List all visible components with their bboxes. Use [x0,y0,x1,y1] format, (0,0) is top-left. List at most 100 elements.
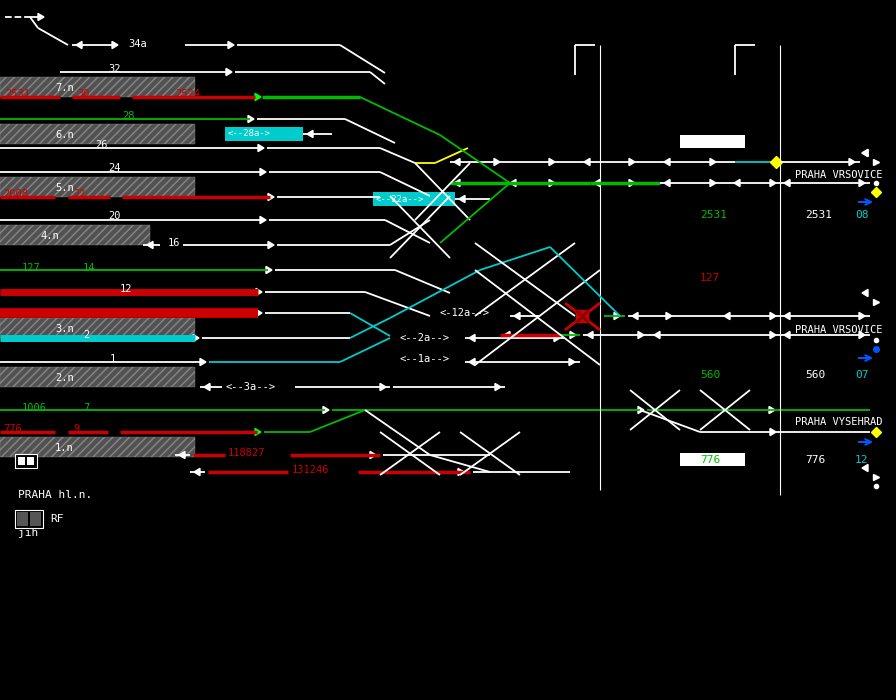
Polygon shape [666,312,672,320]
Text: <--3a-->: <--3a--> [225,382,275,392]
Polygon shape [859,331,865,339]
Bar [0,77,195,97]
Text: 16: 16 [168,238,180,248]
Text: 6.n: 6.n [55,130,73,140]
Polygon shape [724,312,730,320]
Polygon shape [664,158,670,166]
Text: <--2a-->: <--2a--> [400,333,450,343]
Polygon shape [629,179,635,187]
Polygon shape [193,335,199,342]
Polygon shape [248,116,254,122]
Text: RF: RF [50,514,64,524]
Polygon shape [614,312,620,320]
Text: 3.n: 3.n [55,324,73,334]
Text: 07: 07 [855,370,868,380]
Text: PRAHA hl.n.: PRAHA hl.n. [18,490,92,500]
Text: 776: 776 [3,424,22,434]
Bar [373,192,455,206]
Polygon shape [638,331,644,339]
Text: <--22a-->: <--22a--> [376,195,425,204]
Text: jih: jih [18,528,39,538]
Polygon shape [862,289,868,297]
Polygon shape [569,358,575,365]
Text: 2: 2 [83,330,90,340]
Polygon shape [494,158,500,166]
Polygon shape [570,331,576,339]
Text: 560: 560 [805,370,825,380]
Polygon shape [458,468,464,475]
Polygon shape [255,93,261,101]
Bar [0,437,195,457]
Polygon shape [784,312,790,320]
Polygon shape [784,331,790,339]
Polygon shape [862,149,868,157]
Polygon shape [179,452,185,458]
Text: 7.n: 7.n [55,83,73,93]
Polygon shape [859,312,865,320]
Polygon shape [260,169,266,176]
Polygon shape [256,288,262,295]
Bar [15,454,37,468]
Polygon shape [549,179,555,187]
Polygon shape [862,464,868,472]
Polygon shape [260,216,266,223]
Bar [17,512,28,526]
Polygon shape [370,452,376,458]
Polygon shape [710,158,716,166]
Text: 30: 30 [77,89,90,99]
Polygon shape [255,428,261,435]
Bar [0,367,195,387]
Polygon shape [770,312,776,320]
Bar [15,510,43,528]
Polygon shape [194,468,200,475]
Text: 34a: 34a [128,39,147,49]
Polygon shape [266,267,272,274]
Text: 2524: 2524 [175,89,200,99]
Polygon shape [734,179,740,187]
Polygon shape [587,331,593,339]
Polygon shape [664,179,670,187]
Text: <--1a-->: <--1a--> [400,354,450,364]
Polygon shape [654,331,660,339]
Polygon shape [454,179,460,187]
Polygon shape [268,241,274,248]
Text: 118827: 118827 [228,448,265,458]
Text: 131246: 131246 [292,465,330,475]
Text: 776: 776 [700,455,720,465]
Polygon shape [629,158,635,166]
Bar [680,453,745,466]
Polygon shape [584,158,590,166]
Polygon shape [226,69,232,76]
Polygon shape [769,407,775,414]
Text: 2531: 2531 [805,210,832,220]
Text: 9: 9 [73,424,79,434]
Text: 4.n: 4.n [40,231,59,241]
Text: 2008: 2008 [3,189,28,199]
Text: 127: 127 [22,263,40,273]
Text: 22: 22 [73,189,85,199]
Text: 08: 08 [855,210,868,220]
Polygon shape [504,331,510,339]
Polygon shape [258,144,264,152]
Polygon shape [112,41,118,48]
Text: 7: 7 [83,403,90,413]
Polygon shape [554,335,560,342]
Polygon shape [594,179,600,187]
Polygon shape [228,41,234,48]
Text: 1006: 1006 [22,403,47,413]
Text: 20: 20 [108,211,120,221]
Polygon shape [495,384,501,391]
Text: 560: 560 [700,370,720,380]
Text: 24: 24 [108,163,120,173]
Text: <-12a-->: <-12a--> [440,308,490,318]
Text: 1.n: 1.n [55,443,73,453]
Bar [0,318,195,338]
Text: 776: 776 [805,455,825,465]
Polygon shape [632,312,638,320]
Text: 32: 32 [108,64,120,74]
Polygon shape [784,179,790,187]
Text: PRAHA VRSOVICE: PRAHA VRSOVICE [795,325,883,335]
Bar [0,124,195,144]
Bar [30,512,41,526]
Polygon shape [710,179,716,187]
